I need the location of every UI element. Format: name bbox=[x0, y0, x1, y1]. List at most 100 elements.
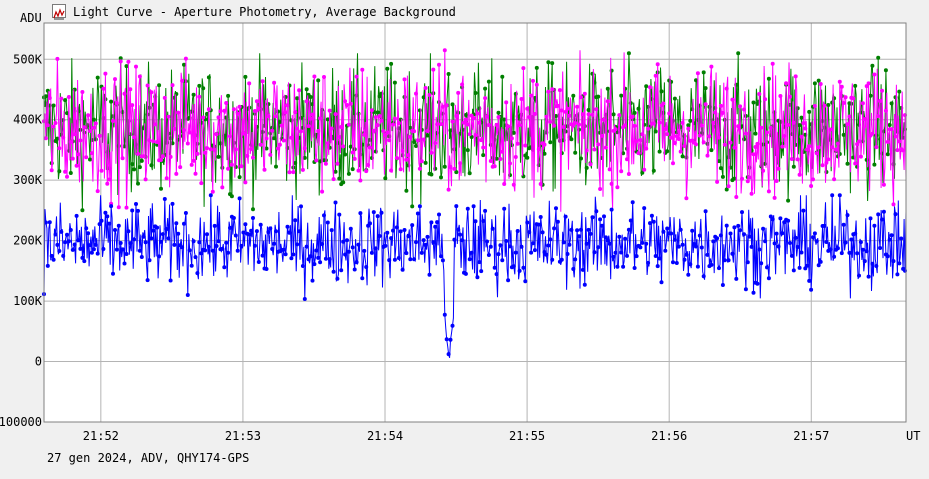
data-point bbox=[212, 223, 217, 228]
data-point bbox=[299, 115, 303, 120]
data-point bbox=[141, 234, 146, 239]
data-point bbox=[314, 158, 319, 163]
data-point bbox=[249, 228, 254, 233]
y-tick-label: 200K bbox=[13, 234, 43, 248]
data-point bbox=[573, 121, 578, 125]
data-point bbox=[118, 241, 123, 245]
data-point bbox=[189, 263, 194, 268]
data-point bbox=[385, 66, 390, 71]
y-tick-labels: 500K 400K 300K 200K 100K 0 100000 bbox=[0, 52, 43, 429]
data-point bbox=[423, 242, 428, 247]
data-point bbox=[120, 247, 125, 252]
data-point bbox=[218, 109, 223, 114]
data-point bbox=[676, 244, 681, 249]
data-point bbox=[460, 238, 465, 243]
data-point bbox=[653, 129, 658, 134]
data-point bbox=[113, 77, 117, 82]
data-point bbox=[206, 75, 211, 80]
data-point bbox=[43, 94, 48, 99]
data-point bbox=[494, 272, 499, 277]
data-point bbox=[356, 168, 361, 173]
data-point bbox=[559, 108, 564, 113]
data-point bbox=[722, 142, 727, 147]
data-point bbox=[584, 148, 589, 153]
data-point bbox=[327, 108, 332, 113]
data-point bbox=[155, 225, 160, 230]
data-point bbox=[830, 193, 835, 198]
data-point bbox=[254, 229, 259, 234]
data-point bbox=[136, 181, 140, 186]
data-point bbox=[517, 268, 522, 273]
data-point bbox=[636, 151, 641, 156]
data-point bbox=[742, 232, 746, 237]
data-point bbox=[611, 112, 616, 117]
data-point bbox=[214, 244, 219, 248]
data-point bbox=[826, 157, 831, 162]
data-point bbox=[289, 135, 294, 140]
data-point bbox=[72, 242, 77, 247]
data-point bbox=[486, 79, 491, 84]
data-point bbox=[751, 290, 756, 295]
data-point bbox=[774, 231, 779, 236]
data-point bbox=[492, 265, 497, 270]
data-point bbox=[688, 262, 693, 267]
data-point bbox=[419, 250, 424, 255]
data-point bbox=[757, 247, 762, 252]
data-point bbox=[525, 106, 530, 111]
data-point bbox=[151, 228, 156, 233]
data-point bbox=[373, 115, 378, 120]
data-point bbox=[270, 247, 275, 251]
data-point bbox=[718, 103, 723, 108]
data-point bbox=[229, 194, 234, 199]
data-point bbox=[243, 180, 248, 185]
data-point bbox=[529, 250, 534, 255]
data-point bbox=[709, 148, 714, 153]
data-point bbox=[504, 100, 509, 105]
data-point bbox=[740, 176, 744, 181]
data-point bbox=[448, 128, 453, 133]
plot-border bbox=[43, 22, 907, 423]
data-point bbox=[579, 156, 583, 161]
data-point bbox=[592, 250, 597, 255]
data-point bbox=[626, 172, 631, 176]
data-point bbox=[172, 242, 177, 247]
data-point bbox=[780, 144, 785, 149]
data-point bbox=[473, 133, 478, 138]
data-point bbox=[300, 264, 305, 268]
data-point bbox=[684, 252, 689, 257]
data-point bbox=[793, 235, 798, 240]
data-point bbox=[870, 261, 875, 266]
data-point bbox=[76, 152, 81, 157]
data-point bbox=[736, 124, 741, 129]
data-point bbox=[212, 148, 217, 152]
data-point bbox=[579, 227, 583, 232]
data-point bbox=[705, 153, 710, 158]
data-point bbox=[435, 220, 440, 225]
data-point bbox=[680, 120, 685, 125]
data-point bbox=[718, 233, 723, 238]
data-point bbox=[603, 145, 608, 150]
data-point bbox=[272, 241, 277, 246]
data-point bbox=[412, 129, 417, 134]
data-point bbox=[841, 132, 846, 137]
data-point bbox=[65, 232, 69, 237]
data-point bbox=[680, 242, 685, 247]
data-point bbox=[65, 174, 69, 179]
data-point bbox=[531, 241, 535, 246]
data-point bbox=[354, 74, 359, 79]
data-point bbox=[761, 226, 766, 231]
data-point bbox=[657, 149, 662, 154]
data-point bbox=[291, 252, 296, 257]
data-point bbox=[830, 145, 835, 150]
data-point bbox=[724, 187, 729, 192]
data-point bbox=[281, 138, 286, 143]
data-point bbox=[228, 134, 232, 139]
data-point bbox=[295, 96, 300, 101]
data-point bbox=[561, 240, 566, 245]
chart-icon[interactable] bbox=[52, 4, 66, 20]
data-point bbox=[458, 232, 463, 237]
data-point bbox=[302, 146, 307, 151]
data-point bbox=[164, 140, 169, 145]
data-point bbox=[429, 172, 434, 177]
data-point bbox=[682, 257, 687, 262]
